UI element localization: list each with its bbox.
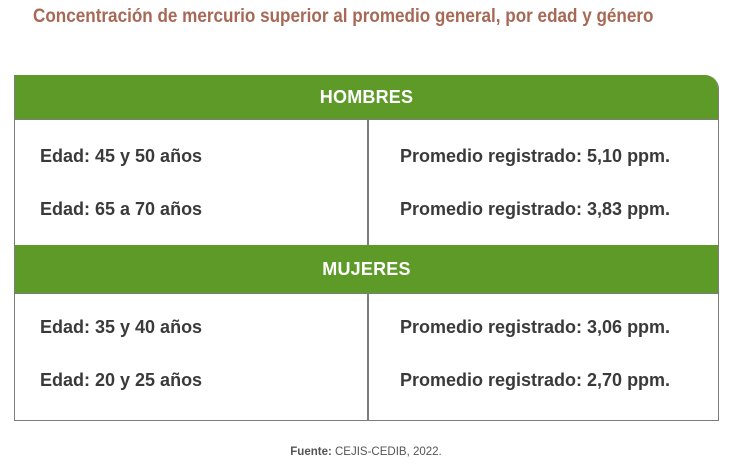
section-men: Edad: 45 y 50 años Promedio registrado: … (15, 119, 718, 246)
section-header-men: HOMBRES (15, 75, 718, 119)
section-header-women: MUJERES (15, 245, 718, 293)
column-divider (367, 294, 369, 420)
source-note: Fuente: CEJIS-CEDIB, 2022. (0, 446, 732, 458)
source-text: CEJIS-CEDIB, 2022. (335, 446, 442, 458)
page-title: Concentración de mercurio superior al pr… (33, 6, 654, 27)
table-cell-average: Promedio registrado: 5,10 ppm. (400, 146, 671, 166)
table-cell-age: Edad: 65 a 70 años (40, 199, 203, 219)
table-cell-age: Edad: 35 y 40 años (40, 317, 203, 337)
table-cell-average: Promedio registrado: 3,83 ppm. (400, 199, 671, 219)
section-women: Edad: 35 y 40 años Promedio registrado: … (15, 293, 718, 420)
source-label: Fuente: (290, 446, 332, 458)
table-cell-age: Edad: 45 y 50 años (40, 146, 203, 166)
table-cell-average: Promedio registrado: 3,06 ppm. (400, 317, 671, 337)
mercury-table: HOMBRES Edad: 45 y 50 años Promedio regi… (14, 75, 719, 421)
table-cell-age: Edad: 20 y 25 años (40, 370, 203, 390)
table-cell-average: Promedio registrado: 2,70 ppm. (400, 370, 671, 390)
column-divider (367, 120, 369, 246)
